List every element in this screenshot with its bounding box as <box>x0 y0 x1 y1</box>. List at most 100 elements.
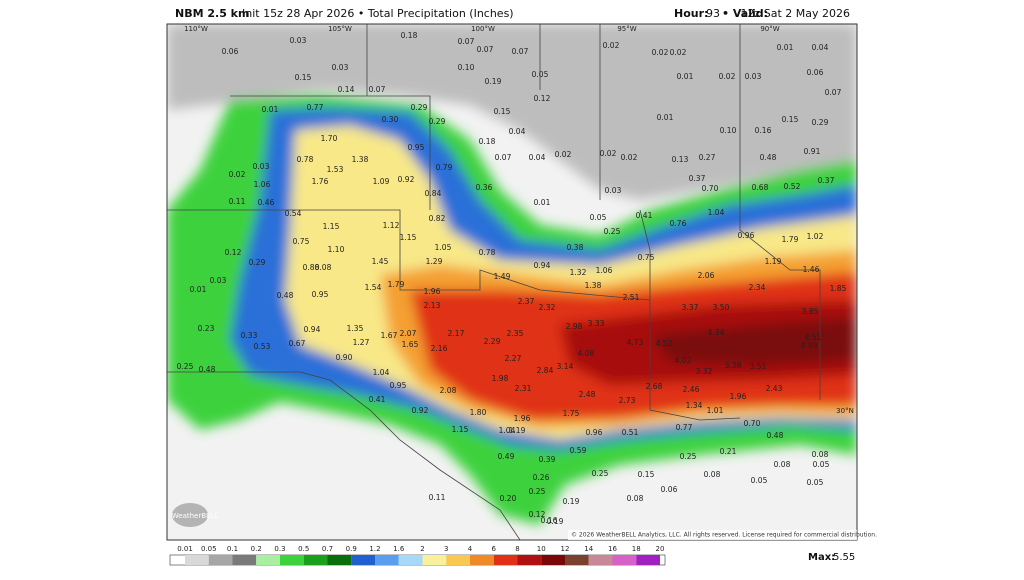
point-value: 2.98 <box>566 322 583 331</box>
point-value: 0.29 <box>812 118 829 127</box>
point-value: 0.76 <box>670 219 687 228</box>
point-value: 1.45 <box>372 257 389 266</box>
point-value: 0.08 <box>704 470 721 479</box>
point-value: 1.96 <box>424 287 441 296</box>
point-value: 1.38 <box>585 281 602 290</box>
point-value: 0.20 <box>500 494 517 503</box>
point-value: 0.94 <box>304 325 321 334</box>
point-value: 0.04 <box>529 153 546 162</box>
valid-label: • Valid: <box>722 7 768 20</box>
point-value: 0.78 <box>479 248 496 257</box>
point-value: 4.51 <box>805 333 822 342</box>
point-value: 0.95 <box>390 381 407 390</box>
point-value: 0.78 <box>297 155 314 164</box>
hour: 93 <box>706 7 720 20</box>
legend-swatch <box>446 555 470 565</box>
grid-label: 110°W <box>184 25 208 33</box>
point-value: 1.75 <box>563 409 580 418</box>
point-value: 1.04 <box>499 426 516 435</box>
point-value: 3.38 <box>725 361 742 370</box>
point-value: 0.07 <box>477 45 494 54</box>
legend-swatch <box>375 555 399 565</box>
point-value: 0.05 <box>751 476 768 485</box>
point-value: 1.76 <box>312 177 329 186</box>
legend-swatch <box>256 555 280 565</box>
grid-label: 105°W <box>328 25 352 33</box>
point-value: 0.02 <box>229 170 246 179</box>
point-value: 2.48 <box>579 390 596 399</box>
point-value: 0.03 <box>290 36 307 45</box>
legend-swatch <box>517 555 542 565</box>
max-label: Max: <box>808 552 835 563</box>
legend-swatch <box>327 555 352 565</box>
legend-swatch <box>232 555 257 565</box>
point-value: 0.16 <box>541 516 558 525</box>
legend-label: 1.2 <box>369 545 380 553</box>
point-value: 0.12 <box>529 510 546 519</box>
point-value: 1.65 <box>402 340 419 349</box>
point-value: 2.13 <box>424 301 441 310</box>
point-value: 0.25 <box>592 469 609 478</box>
legend-label: 0.5 <box>298 545 309 553</box>
point-value: 0.59 <box>570 446 587 455</box>
valid-time: 12z Sat 2 May 2026 <box>740 7 850 20</box>
point-value: 0.53 <box>254 342 271 351</box>
legend-swatch <box>636 555 660 565</box>
point-value: 0.10 <box>720 126 737 135</box>
point-value: 0.08 <box>627 494 644 503</box>
point-value: 0.15 <box>782 115 799 124</box>
point-value: 3.51 <box>750 362 767 371</box>
legend-label: 1.6 <box>393 545 405 553</box>
point-value: 0.02 <box>603 41 620 50</box>
legend-label: 2 <box>420 545 424 553</box>
point-value: 0.33 <box>241 331 258 340</box>
point-value: 1.19 <box>509 426 526 435</box>
point-value: 1.54 <box>365 283 382 292</box>
point-value: 1.12 <box>383 221 400 230</box>
legend-swatch <box>470 555 494 565</box>
point-value: 0.02 <box>600 149 617 158</box>
legend-label: 14 <box>584 545 593 553</box>
legend-label: 0.7 <box>322 545 333 553</box>
point-value: 0.70 <box>702 184 719 193</box>
point-value: 0.06 <box>222 47 239 56</box>
point-value: 0.92 <box>412 406 429 415</box>
point-value: 1.02 <box>807 232 824 241</box>
point-value: 2.51 <box>623 293 640 302</box>
point-value: 2.17 <box>448 329 465 338</box>
map <box>167 24 857 540</box>
legend-swatch <box>303 555 328 565</box>
legend-label: 0.2 <box>251 545 262 553</box>
point-value: 0.05 <box>532 70 549 79</box>
point-value: 0.07 <box>369 85 386 94</box>
point-value: 0.96 <box>738 231 755 240</box>
point-value: 0.19 <box>485 77 502 86</box>
point-value: 0.04 <box>812 43 829 52</box>
point-value: 2.08 <box>440 386 457 395</box>
point-value: 0.30 <box>382 115 399 124</box>
point-value: 1.04 <box>373 368 390 377</box>
model-name: NBM 2.5 km <box>175 7 249 20</box>
point-value: 1.06 <box>596 266 613 275</box>
legend-swatch <box>351 555 375 565</box>
point-value: 0.23 <box>198 324 215 333</box>
point-value: 0.02 <box>719 72 736 81</box>
legend-swatch <box>493 555 518 565</box>
point-value: 1.15 <box>452 425 469 434</box>
point-value: 0.41 <box>369 395 386 404</box>
point-value: 0.29 <box>249 258 266 267</box>
point-value: 0.07 <box>825 88 842 97</box>
legend-swatch <box>208 555 233 565</box>
point-value: 0.75 <box>293 237 310 246</box>
point-value: 1.53 <box>327 165 344 174</box>
point-value: 0.25 <box>680 452 697 461</box>
point-value: 1.09 <box>373 177 390 186</box>
point-value: 4.99 <box>801 341 818 350</box>
point-value: 0.90 <box>336 353 353 362</box>
point-value: 0.08 <box>774 460 791 469</box>
point-value: 1.04 <box>708 208 725 217</box>
point-value: 0.07 <box>458 37 475 46</box>
point-value: 0.75 <box>638 253 655 262</box>
point-value: 0.19 <box>547 517 564 526</box>
